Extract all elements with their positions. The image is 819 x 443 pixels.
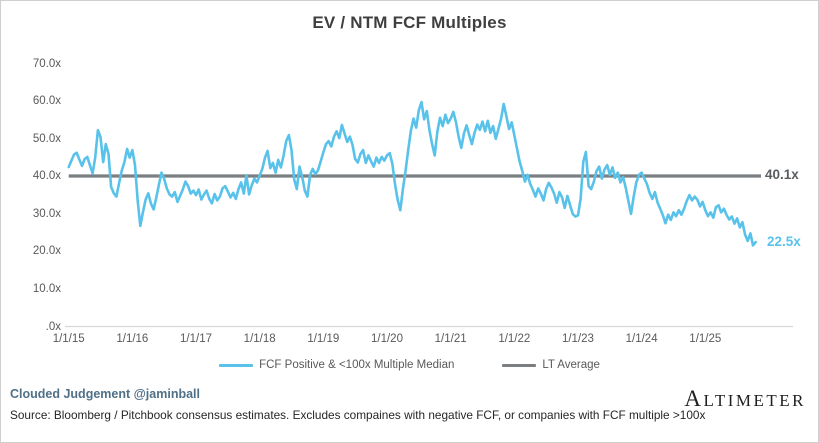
- fcf-median-legend-swatch: [219, 363, 254, 367]
- lt-average-legend-label: LT Average: [542, 359, 600, 371]
- x-tick-label: 1/1/15: [52, 333, 85, 345]
- series-last-value-label: 22.5x: [767, 234, 801, 250]
- legend: FCF Positive & <100x Multiple Median LT …: [1, 359, 818, 371]
- source-text: Source: Bloomberg / Pitchbook consensus …: [10, 408, 706, 422]
- legend-item-lt-average: LT Average: [502, 359, 600, 371]
- y-tick-label: 50.0x: [32, 132, 61, 145]
- x-tick-label: 1/1/23: [561, 333, 594, 345]
- y-tick-label: 20.0x: [32, 245, 61, 258]
- x-tick-label: 1/1/20: [371, 333, 403, 345]
- legend-item-fcf-median: FCF Positive & <100x Multiple Median: [219, 359, 454, 371]
- fcf-median-series-line: [67, 100, 758, 247]
- x-tick-label: 1/1/17: [180, 333, 212, 345]
- y-tick-label: 10.0x: [32, 282, 61, 295]
- y-tick-label: .0x: [45, 320, 61, 333]
- x-tick-label: 1/1/25: [689, 333, 722, 345]
- x-tick-label: 1/1/22: [498, 333, 531, 345]
- y-tick-label: 30.0x: [32, 207, 61, 220]
- x-tick-label: 1/1/18: [243, 333, 276, 345]
- x-tick-label: 1/1/19: [307, 333, 340, 345]
- lt-average-value-label: 40.1x: [765, 167, 799, 182]
- x-tick-label: 1/1/21: [434, 333, 467, 345]
- fcf-median-legend-label: FCF Positive & <100x Multiple Median: [259, 359, 455, 371]
- credit-text: Clouded Judgement @jaminball: [10, 387, 200, 401]
- y-tick-label: 40.0x: [32, 170, 61, 183]
- x-tick-label: 1/1/16: [116, 333, 149, 345]
- y-tick-label: 60.0x: [32, 95, 61, 108]
- y-tick-label: 70.0x: [32, 57, 61, 70]
- chart-title: EV / NTM FCF Multiples: [312, 13, 507, 32]
- lt-average-legend-swatch: [502, 363, 537, 367]
- x-tick-label: 1/1/24: [625, 333, 658, 345]
- altimeter-logo: ALTIMETER: [684, 386, 806, 411]
